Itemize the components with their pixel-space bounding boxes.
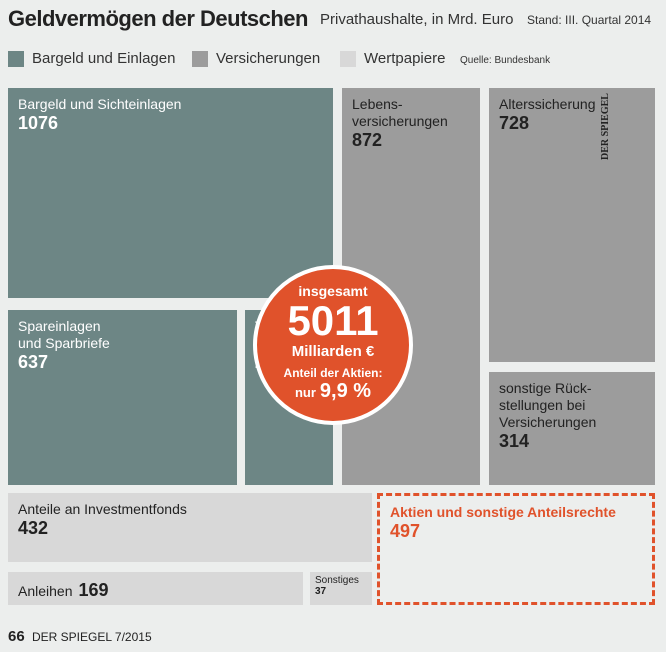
legend-swatch — [8, 50, 24, 67]
tile-label: sonstige Rück- stellungen bei Versicheru… — [499, 380, 597, 430]
legend-label: Bargeld und Einlagen — [32, 50, 176, 67]
tile-value: 432 — [18, 518, 49, 538]
title: Geldvermögen der Deutschen — [8, 6, 308, 31]
tile: Spareinlagen und Sparbriefe 637 — [8, 310, 237, 485]
tile-text: Anteile an Investmentfonds 432 — [18, 501, 187, 538]
tile-label-row: Anleihen 169 — [18, 580, 109, 600]
legend-swatch — [192, 50, 208, 67]
legend-label: Versicherungen — [216, 50, 321, 67]
tile-value: 169 — [78, 580, 109, 600]
tile-value: 314 — [499, 431, 530, 451]
page-number: 66 — [8, 628, 25, 645]
tile-value: 637 — [18, 352, 49, 372]
legend-label: Wertpapiere — [364, 50, 446, 67]
tile: Sonstiges 37 — [310, 572, 372, 605]
note: Stand: III. Quartal 2014 — [527, 13, 652, 27]
legend-item: Bargeld und Einlagen — [8, 50, 175, 67]
tile-label: Sonstiges — [315, 575, 359, 586]
tile-value: 1076 — [18, 113, 59, 133]
tile-value: 497 — [390, 521, 421, 541]
share-value: 9,9 % — [319, 380, 372, 402]
subtitle: Privathaushalte, in Mrd. Euro — [320, 11, 514, 28]
tile: Anteile an Investmentfonds 432 — [8, 493, 372, 562]
tile: Aktien und sonstige Anteilsrechte 497 — [377, 493, 655, 605]
tile-label: Alterssicherung — [499, 96, 596, 112]
magazine: DER SPIEGEL 7/2015 — [32, 630, 152, 644]
source: Quelle: Bundesbank — [460, 55, 551, 66]
tile-label: Anleihen — [18, 583, 73, 599]
tile-label: Spareinlagen und Sparbriefe — [18, 318, 110, 351]
tile-label: Aktien und sonstige Anteilsrechte — [390, 504, 616, 520]
watermark: DER SPIEGEL — [600, 93, 611, 160]
tile-text: Lebens- versicherungen 872 — [352, 96, 448, 150]
tile-text: Sonstiges 37 — [315, 575, 359, 597]
share-row: nur 9,9 % — [257, 380, 409, 403]
tile: Anleihen 169 — [8, 572, 303, 605]
legend-swatch — [340, 50, 356, 67]
legend-item: Versicherungen — [192, 50, 320, 67]
tile-value: 37 — [315, 586, 327, 597]
tile-text: sonstige Rück- stellungen bei Versicheru… — [499, 380, 596, 451]
tile: Alterssicherung 728 — [489, 88, 655, 362]
tile-label: Lebens- versicherungen — [352, 96, 448, 129]
total-label: insgesamt — [298, 283, 368, 299]
share-label: Anteil der Aktien: — [283, 366, 383, 380]
tile-label: Bargeld und Sichteinlagen — [18, 96, 182, 112]
tile: Bargeld und Sichteinlagen 1076 — [8, 88, 333, 298]
tile-label: Anteile an Investmentfonds — [18, 501, 187, 517]
total-value: 5011 — [287, 297, 379, 344]
share-prefix: nur — [294, 385, 316, 400]
total-unit: Milliarden € — [291, 343, 375, 360]
tile-text: Spareinlagen und Sparbriefe 637 — [18, 318, 110, 372]
tile-text: Alterssicherung 728 — [499, 96, 596, 133]
tile-value: 728 — [499, 113, 530, 133]
total-circle: insgesamt 5011 Milliarden € Anteil der Akti… — [253, 265, 413, 425]
tile-text: Aktien und sonstige Anteilsrechte 497 — [390, 504, 616, 541]
legend-item: Wertpapiere — [340, 50, 445, 67]
tile-value: 872 — [352, 130, 383, 150]
tile: sonstige Rück- stellungen bei Versicheru… — [489, 372, 655, 485]
tile-text: Bargeld und Sichteinlagen 1076 — [18, 96, 181, 133]
